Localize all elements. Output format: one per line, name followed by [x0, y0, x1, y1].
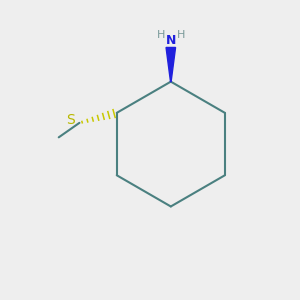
- Text: S: S: [66, 113, 75, 128]
- Text: H: H: [176, 30, 185, 40]
- Text: N: N: [166, 34, 176, 46]
- Polygon shape: [166, 47, 175, 82]
- Text: H: H: [157, 30, 165, 40]
